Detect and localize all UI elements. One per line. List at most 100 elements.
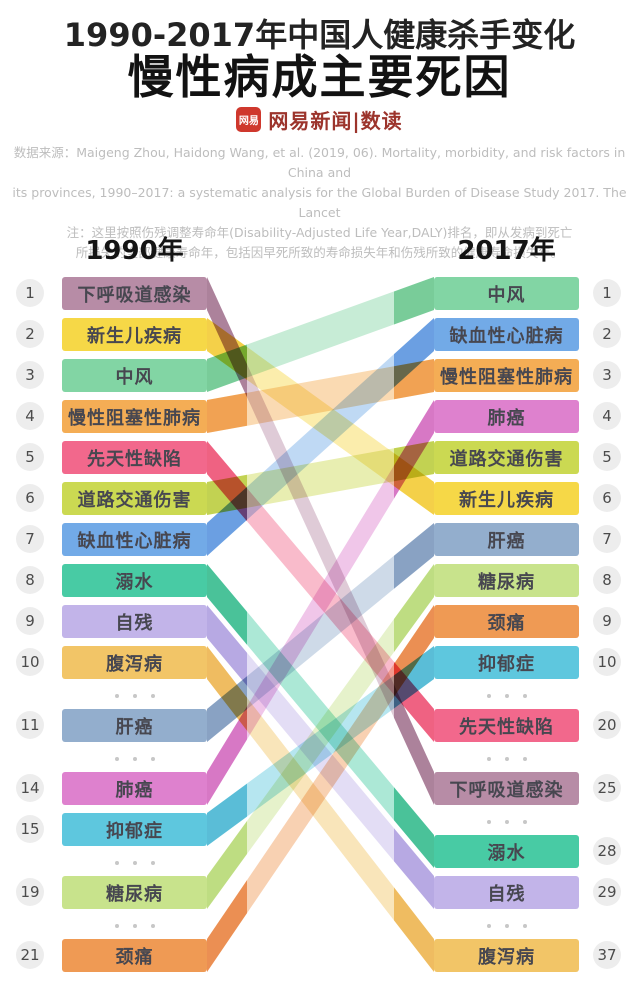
ribbon-right-cap xyxy=(394,646,434,709)
rank-bar-right: 慢性阻塞性肺病 xyxy=(434,359,579,392)
rank-badge: 1 xyxy=(593,279,621,307)
ellipsis-dots xyxy=(486,820,527,824)
ribbon-right-cap xyxy=(394,828,434,909)
rank-badge: 8 xyxy=(16,566,44,594)
ellipsis-dots xyxy=(114,757,155,761)
ribbon xyxy=(207,318,434,556)
rank-badge: 6 xyxy=(593,484,621,512)
disease-label: 新生儿疾病 xyxy=(459,489,554,511)
disease-label: 肝癌 xyxy=(487,530,526,552)
ribbon xyxy=(207,564,434,868)
rank-bar-right: 道路交通伤害 xyxy=(434,441,579,474)
disease-label: 溺水 xyxy=(115,571,154,593)
ribbon-left-cap xyxy=(207,783,247,846)
source-line: 数据来源：Maigeng Zhou, Haidong Wang, et al. … xyxy=(13,145,626,180)
header: 1990-2017年中国人健康杀手变化 慢性病成主要死因 网易 网易新闻|数读 … xyxy=(0,0,639,263)
disease-label: 自残 xyxy=(115,612,154,634)
rank-badge: 4 xyxy=(16,402,44,430)
rank-badge: 2 xyxy=(16,320,44,348)
rank-bar-left: 糖尿病 xyxy=(62,876,207,909)
rank-badge: 2 xyxy=(593,320,621,348)
rank-badge: 14 xyxy=(16,774,44,802)
ellipsis-dots xyxy=(114,694,155,698)
ribbon-left-cap xyxy=(207,821,247,909)
rank-badge: 3 xyxy=(16,361,44,389)
rank-bar-right: 抑郁症 xyxy=(434,646,579,679)
rank-bar-right: 肝癌 xyxy=(434,523,579,556)
rank-badge: 25 xyxy=(593,774,621,802)
title-subtitle: 1990-2017年中国人健康杀手变化 xyxy=(63,16,576,54)
ribbon xyxy=(207,400,434,805)
rank-bar-right: 颈痛 xyxy=(434,605,579,638)
rank-bar-left: 腹泻病 xyxy=(62,646,207,679)
rank-badge: 10 xyxy=(16,648,44,676)
disease-label: 先天性缺陷 xyxy=(87,448,182,470)
ribbon-right-cap xyxy=(394,277,434,325)
rank-badge: 6 xyxy=(16,484,44,512)
rank-bar-left: 新生儿疾病 xyxy=(62,318,207,351)
rank-badge: 15 xyxy=(16,815,44,843)
ellipsis-dots xyxy=(486,694,527,698)
ribbon-right-cap xyxy=(394,787,434,868)
rank-badge: 37 xyxy=(593,941,621,969)
rank-bar-left: 溺水 xyxy=(62,564,207,597)
ribbon-right-cap xyxy=(394,400,434,499)
rank-bar-left: 自残 xyxy=(62,605,207,638)
disease-label: 道路交通伤害 xyxy=(449,448,564,470)
disease-label: 腹泻病 xyxy=(478,946,535,968)
ribbon-right-cap xyxy=(394,605,434,697)
ribbon-right-cap xyxy=(394,887,434,972)
ribbon-left-cap xyxy=(207,880,247,972)
ellipsis-dots xyxy=(114,924,155,928)
rank-badge: 28 xyxy=(593,837,621,865)
ribbon-right-cap xyxy=(394,318,434,388)
rank-bar-right: 溺水 xyxy=(434,835,579,868)
rank-badge: 9 xyxy=(593,607,621,635)
rank-badge: 9 xyxy=(16,607,44,635)
rank-bar-left: 下呼吸道感染 xyxy=(62,277,207,310)
rank-badge: 3 xyxy=(593,361,621,389)
disease-label: 颈痛 xyxy=(115,946,154,968)
source-note: 数据来源：Maigeng Zhou, Haidong Wang, et al. … xyxy=(0,143,639,263)
disease-label: 肝癌 xyxy=(115,716,154,738)
disease-label: 抑郁症 xyxy=(478,653,535,675)
disease-label: 腹泻病 xyxy=(106,653,163,675)
rank-bar-left: 肺癌 xyxy=(62,772,207,805)
disease-label: 缺血性心脏病 xyxy=(449,325,564,347)
ribbon-left-cap xyxy=(207,605,247,686)
rank-badge: 20 xyxy=(593,711,621,739)
rank-bar-right: 先天性缺陷 xyxy=(434,709,579,742)
rank-bar-right: 糖尿病 xyxy=(434,564,579,597)
disease-label: 缺血性心脏病 xyxy=(77,530,192,552)
ribbon xyxy=(207,646,434,972)
rank-bar-right: 自残 xyxy=(434,876,579,909)
disease-label: 抑郁症 xyxy=(106,820,163,842)
brand-name: 网易新闻|数读 xyxy=(268,108,403,133)
disease-label: 糖尿病 xyxy=(478,571,535,593)
source-line: 注：这里按照伤残调整寿命年(Disability-Adjusted Life Y… xyxy=(66,225,573,240)
rank-badge: 8 xyxy=(593,566,621,594)
column-header-2017: 2017年 xyxy=(457,236,556,266)
disease-label: 先天性缺陷 xyxy=(459,716,554,738)
rank-badge: 10 xyxy=(593,648,621,676)
rank-bar-left: 抑郁症 xyxy=(62,813,207,846)
disease-label: 下呼吸道感染 xyxy=(449,779,564,801)
brand-row: 网易 网易新闻|数读 xyxy=(0,105,639,133)
rank-bar-left: 先天性缺陷 xyxy=(62,441,207,474)
ribbon-left-cap xyxy=(207,706,247,805)
disease-label: 糖尿病 xyxy=(106,883,163,905)
source-line: its provinces, 1990–2017: a systematic a… xyxy=(12,185,627,220)
ribbon-right-cap xyxy=(394,564,434,652)
rank-bar-left: 慢性阻塞性肺病 xyxy=(62,400,207,433)
disease-label: 自残 xyxy=(487,883,526,905)
ribbon-left-cap xyxy=(207,676,247,742)
ribbon-right-cap xyxy=(394,523,434,589)
rank-badge: 7 xyxy=(16,525,44,553)
column-header-1990: 1990年 xyxy=(85,236,184,266)
ribbon xyxy=(207,277,434,392)
disease-label: 溺水 xyxy=(487,842,526,864)
rank-bar-right: 下呼吸道感染 xyxy=(434,772,579,805)
rank-bar-left: 颈痛 xyxy=(62,939,207,972)
